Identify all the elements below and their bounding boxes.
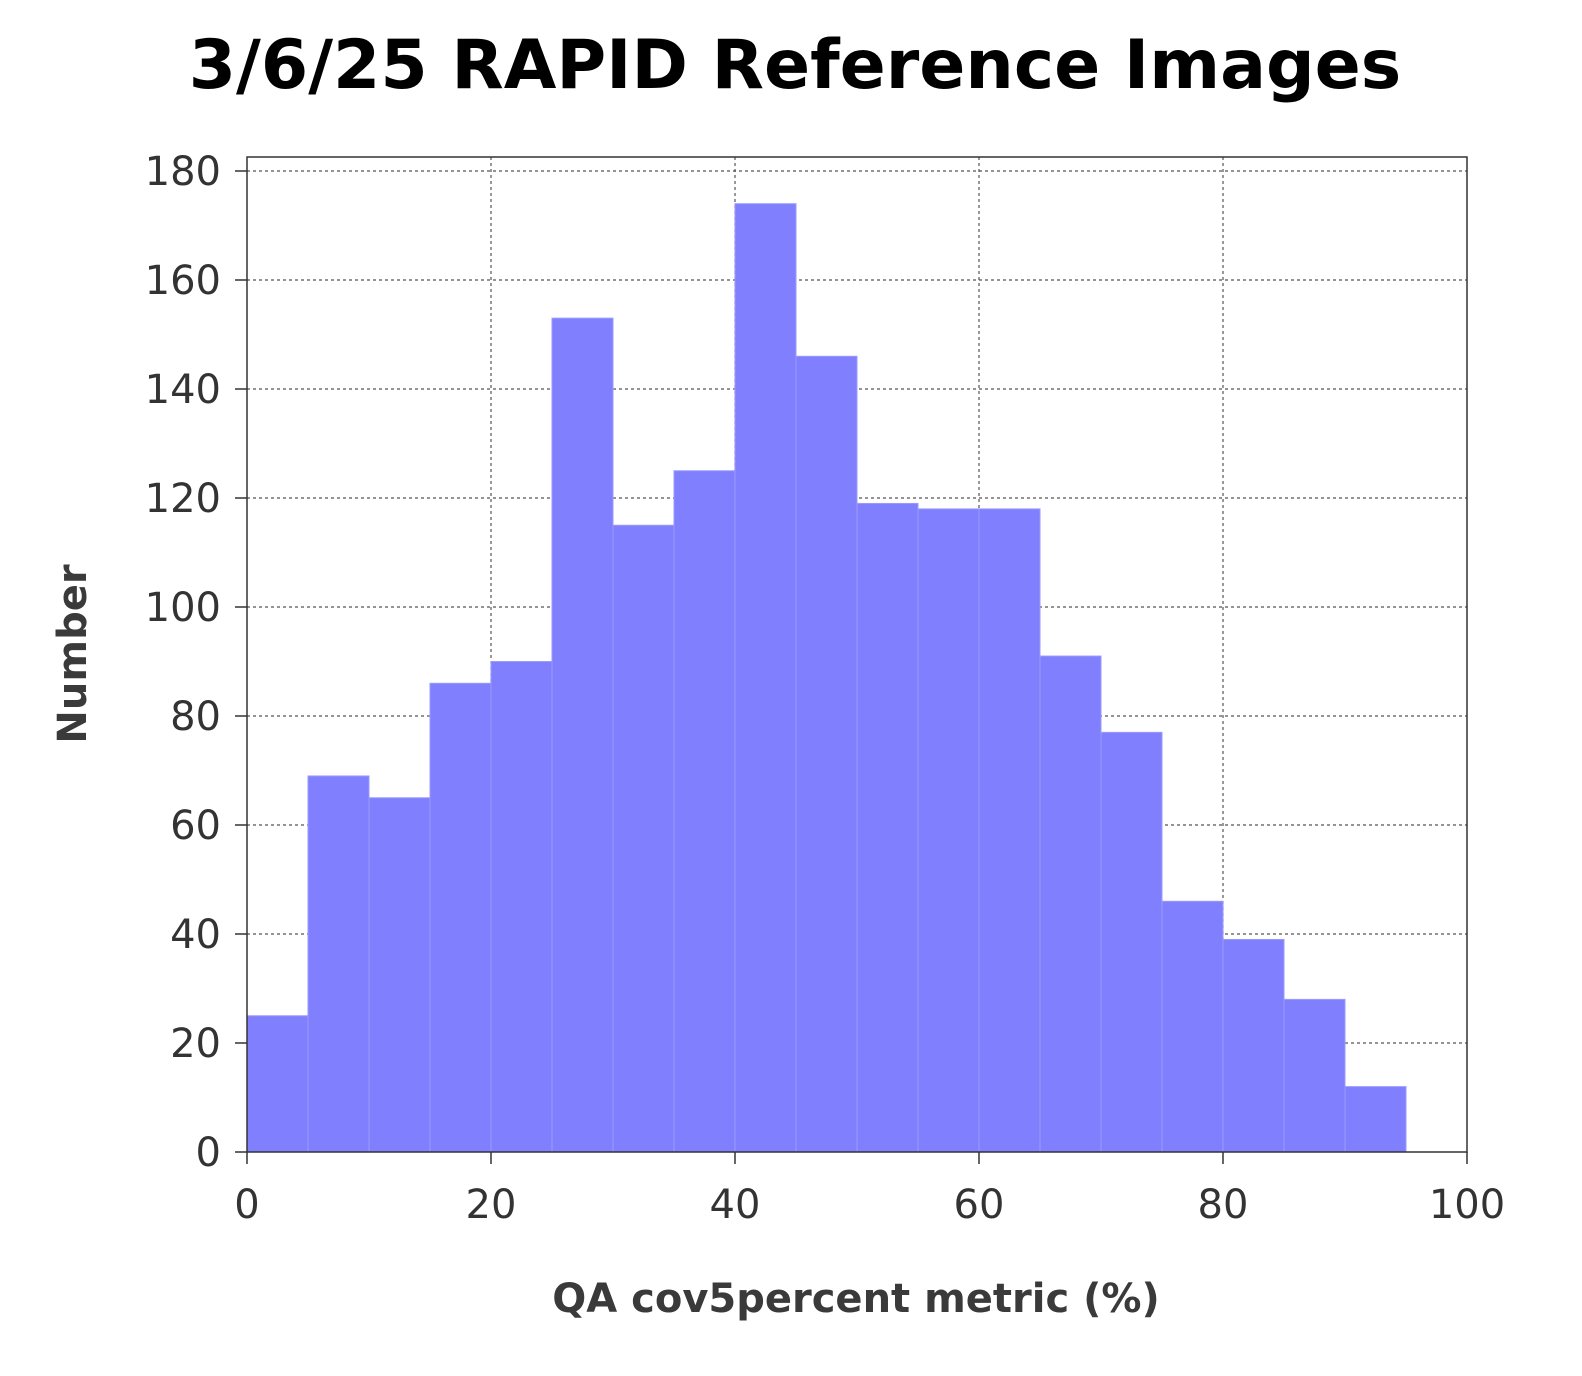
y-axis-label: Number — [50, 564, 96, 743]
axis-ticks — [235, 170, 1468, 1164]
histogram-bar — [551, 317, 614, 1153]
histogram-bar — [1039, 655, 1102, 1153]
y-tick-label: 60 — [170, 803, 221, 849]
histogram-bars — [246, 203, 1407, 1153]
histogram-bar — [795, 355, 858, 1153]
histogram-bar — [490, 661, 553, 1153]
histogram-bar — [1222, 938, 1285, 1153]
y-tick-label: 120 — [145, 476, 221, 522]
y-tick-label: 180 — [145, 149, 221, 195]
y-tick-label: 160 — [145, 258, 221, 304]
x-tick-label: 40 — [710, 1182, 761, 1228]
histogram-bar — [307, 775, 370, 1153]
histogram-bar — [673, 470, 736, 1153]
y-tick-labels: 0 20 40 60 80 100 120 140 160 180 — [145, 149, 221, 1176]
histogram-bar — [246, 1015, 309, 1153]
y-tick-label: 40 — [170, 912, 221, 958]
y-tick-label: 100 — [145, 585, 221, 631]
chart-title: 3/6/25 RAPID Reference Images — [189, 26, 1402, 105]
histogram-bar — [856, 502, 919, 1153]
y-tick-label: 80 — [170, 694, 221, 740]
x-tick-label: 0 — [234, 1182, 259, 1228]
histogram-bar — [1100, 731, 1163, 1153]
x-tick-label: 60 — [954, 1182, 1005, 1228]
y-tick-label: 0 — [196, 1130, 221, 1176]
x-tick-label: 20 — [466, 1182, 517, 1228]
x-tick-label: 100 — [1429, 1182, 1505, 1228]
x-tick-labels: 0 20 40 60 80 100 — [234, 1182, 1505, 1228]
histogram-bar — [734, 203, 797, 1153]
histogram-bar — [612, 524, 675, 1153]
y-tick-label: 140 — [145, 367, 221, 413]
histogram-bar — [368, 797, 431, 1153]
histogram-bar — [1283, 998, 1346, 1153]
y-tick-label: 20 — [170, 1021, 221, 1067]
plot-frame — [246, 156, 1468, 1153]
histogram-bar — [917, 508, 980, 1153]
histogram-bar — [1161, 900, 1224, 1153]
histogram-bar — [1344, 1086, 1407, 1153]
x-axis-label: QA cov5percent metric (%) — [552, 1276, 1159, 1322]
histogram-bar — [978, 508, 1041, 1153]
histogram-bar — [429, 682, 492, 1153]
x-tick-label: 80 — [1198, 1182, 1249, 1228]
